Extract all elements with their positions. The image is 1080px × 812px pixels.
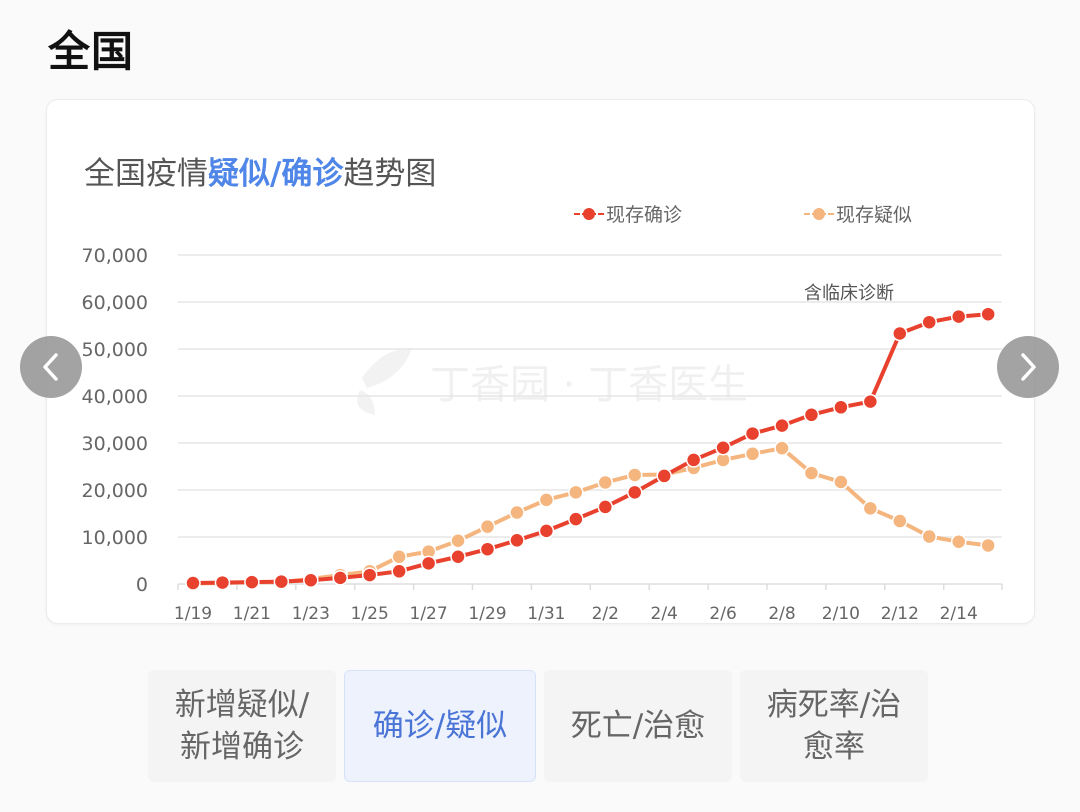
svg-text:60,000: 60,000 [82, 292, 148, 314]
data-point [715, 439, 731, 456]
svg-text:30,000: 30,000 [82, 433, 148, 455]
svg-text:2/12: 2/12 [881, 604, 919, 624]
tab-label: 愈率 [802, 729, 865, 765]
legend-label: 现存确诊 [606, 204, 683, 226]
svg-text:70,000: 70,000 [82, 245, 148, 267]
data-point [980, 537, 996, 554]
data-point [509, 504, 525, 521]
chart-title-highlight: 疑似/确诊 [208, 156, 344, 192]
data-point [391, 548, 407, 565]
svg-text:20,000: 20,000 [82, 480, 148, 502]
data-point [538, 523, 555, 539]
data-point [921, 528, 937, 545]
data-point [509, 532, 525, 549]
data-point [568, 511, 584, 527]
data-point [538, 492, 555, 508]
watermark: 丁香园 · 丁香医生 [430, 362, 748, 408]
data-point [892, 513, 908, 529]
tab-label: 确诊/疑似 [372, 708, 508, 744]
data-point [244, 574, 260, 590]
svg-text:1/31: 1/31 [527, 604, 565, 624]
legend-item-suspected[interactable]: 现存疑似 [804, 200, 912, 227]
tab-fatality-recovery-rate[interactable]: 病死率/治愈率 [740, 670, 928, 782]
series-line [192, 312, 989, 586]
chevron-left-icon [43, 353, 58, 381]
data-point [950, 533, 967, 550]
data-point [303, 572, 319, 588]
data-point [273, 573, 290, 590]
svg-text:2/10: 2/10 [822, 604, 860, 624]
legend-label: 现存疑似 [836, 204, 913, 226]
data-point [450, 533, 466, 549]
data-point [597, 474, 614, 491]
data-point [862, 393, 879, 410]
data-point [420, 555, 437, 572]
data-point [185, 575, 201, 591]
svg-text:0: 0 [136, 574, 148, 596]
data-point [892, 325, 908, 342]
next-chart-button[interactable] [997, 336, 1059, 398]
series-line [192, 446, 989, 586]
svg-text:50,000: 50,000 [82, 339, 148, 361]
tab-confirmed-suspected[interactable]: 确诊/疑似 [344, 670, 536, 782]
legend-line-dot-icon [804, 207, 834, 220]
data-point [921, 314, 937, 330]
data-point [656, 468, 672, 484]
watermark-leaf-icon [357, 348, 412, 415]
data-point [980, 306, 996, 322]
prev-chart-button[interactable] [20, 336, 82, 398]
svg-text:1/23: 1/23 [292, 604, 330, 624]
chart-tabs: 新增疑似/新增确诊 确诊/疑似 死亡/治愈 病死率/治愈率 [148, 670, 928, 782]
data-point [627, 467, 643, 483]
data-point [774, 440, 790, 456]
data-point [597, 499, 614, 515]
legend-item-confirmed[interactable]: 现存确诊 [574, 200, 682, 227]
chart-annotation: 含临床诊断 [804, 283, 894, 304]
legend-line-dot-icon [574, 207, 604, 220]
data-point [479, 541, 496, 557]
chart-title-suffix: 趋势图 [343, 156, 437, 192]
data-point [950, 308, 967, 325]
svg-text:1/27: 1/27 [410, 604, 448, 624]
data-point [862, 500, 879, 517]
tab-label: 病死率/治 [766, 687, 902, 723]
data-point [803, 407, 820, 423]
data-point [479, 518, 496, 535]
page-title: 全国 [48, 27, 135, 76]
data-point [214, 574, 231, 591]
data-point [774, 417, 790, 434]
chevron-right-icon [1021, 353, 1036, 381]
chart-title-prefix: 全国疫情 [84, 156, 208, 192]
data-point [803, 465, 820, 481]
tab-label: 新增疑似/ [174, 687, 310, 723]
data-point [450, 548, 466, 565]
svg-text:2/8: 2/8 [768, 604, 795, 624]
data-point [833, 399, 849, 416]
svg-text:1/19: 1/19 [174, 604, 212, 624]
svg-text:1/25: 1/25 [351, 604, 389, 624]
data-point [332, 570, 348, 586]
svg-text:40,000: 40,000 [82, 386, 148, 408]
chart-title: 全国疫情疑似/确诊趋势图 [84, 148, 436, 193]
tab-death-recovered[interactable]: 死亡/治愈 [544, 670, 732, 782]
svg-text:2/6: 2/6 [709, 604, 736, 624]
svg-text:1/29: 1/29 [468, 604, 506, 624]
data-point [685, 452, 702, 468]
svg-text:2/14: 2/14 [940, 604, 978, 624]
data-point [744, 425, 761, 442]
svg-text:2/4: 2/4 [651, 604, 678, 624]
data-point [833, 474, 849, 490]
tab-new-suspected-confirmed[interactable]: 新增疑似/新增确诊 [148, 670, 336, 782]
tab-label: 新增确诊 [179, 729, 304, 765]
data-point [627, 484, 643, 501]
data-point [391, 563, 407, 580]
data-point [361, 567, 378, 583]
data-point [744, 446, 761, 462]
tab-label: 死亡/治愈 [570, 708, 706, 744]
svg-text:1/21: 1/21 [233, 604, 271, 624]
svg-text:2/2: 2/2 [592, 604, 619, 624]
svg-text:10,000: 10,000 [82, 527, 148, 549]
data-point [568, 484, 584, 501]
